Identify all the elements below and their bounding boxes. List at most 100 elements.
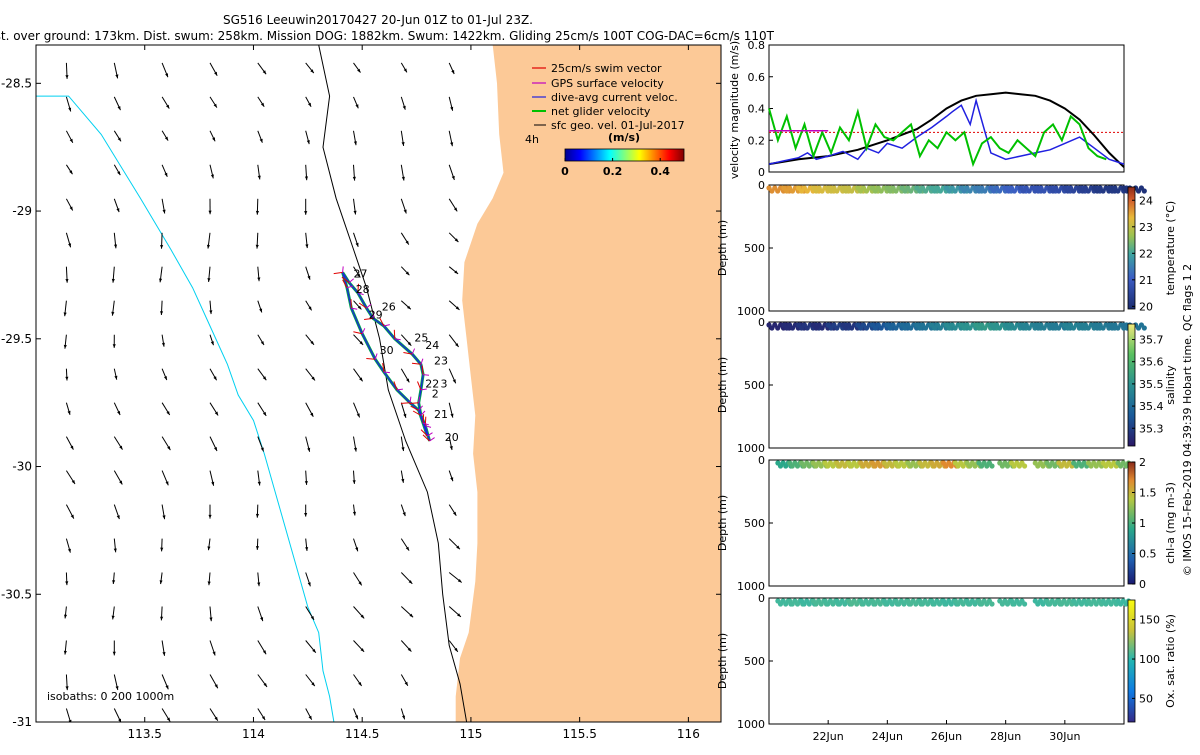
section-ylabel: Depth (m) [716,495,729,551]
swim-vector [394,330,395,339]
section-colorbar-tick-label: 35.7 [1139,334,1164,347]
map-xtick-label: 114.5 [345,727,379,741]
section-colorbar-label: chl-a (mg m-3) [1164,482,1177,564]
section-colorbar-tick-label: 35.6 [1139,356,1164,369]
section-colorbar-tick-label: 20 [1139,300,1153,313]
colorbar-tick-label: 0 [561,165,569,178]
legend-label-swim: 25cm/s swim vector [551,62,662,75]
section-colorbar-tick-label: 35.4 [1139,400,1164,413]
figure-title: SG516 Leeuwin20170427 20-Jun 01Z to 01-J… [223,13,533,27]
date-tick-label: 30Jun [1049,730,1080,743]
day-label: 2 [432,388,439,401]
section-colorbar-tick-label: 50 [1139,692,1153,705]
map-ytick-label: -30 [12,460,32,474]
section-ytick-label: 500 [744,242,765,255]
map-ytick-label: -30.5 [1,587,32,601]
section-colorbar-tick-label: 21 [1139,274,1153,287]
section-colorbar-tick-label: 35.3 [1139,422,1164,435]
legend-scale-label: 4h [525,133,539,146]
section-data-marker [989,601,994,606]
legend-label-dac: dive-avg current veloc. [551,91,678,104]
velocity-ytick-label: 0 [758,166,765,179]
section-colorbar [1128,324,1135,446]
section-ylabel: Depth (m) [716,357,729,413]
colorbar-tick-label: 0.2 [603,165,623,178]
section-ytick-label: 1000 [737,718,765,731]
isobath-note: isobaths: 0 200 1000m [47,690,174,703]
section-colorbar-tick-label: 100 [1139,653,1160,666]
section-axes [769,185,1124,311]
velocity-ytick-label: 0.4 [748,103,766,116]
gps-vector [343,266,344,272]
section-colorbar [1128,187,1135,309]
day-label: 24 [425,339,439,352]
legend-item-swim: 25cm/s swim vector [532,62,662,75]
swim-vector [401,403,410,404]
map-ytick-label: -29.5 [1,332,32,346]
section-colorbar-tick-label: 35.5 [1139,378,1164,391]
map-ytick-label: -31 [12,715,32,729]
date-tick-label: 24Jun [872,730,903,743]
day-label: 30 [380,344,394,357]
credit-text: © IMOS 15-Feb-2019 04:39:39 Hobart time.… [1181,264,1194,576]
colorbar-title: (m/s) [608,131,640,144]
section-ytick-label: 0 [758,179,765,192]
section-colorbar-tick-label: 24 [1139,194,1153,207]
section-colorbar-tick-label: 150 [1139,614,1160,627]
day-label: 28 [356,283,370,296]
section-colorbar-label: salinity [1164,365,1177,405]
map-xtick-label: 114 [242,727,265,741]
section-ylabel: Depth (m) [716,633,729,689]
velocity-ytick-label: 0.8 [748,39,766,52]
map-ytick-label: -28.5 [1,76,32,90]
legend-item-dac: dive-avg current veloc. [532,91,678,104]
map-xtick-label: 115.5 [562,727,596,741]
section-ylabel: Depth (m) [716,220,729,276]
legend-item-gps: GPS surface velocity [532,77,664,90]
section-data-marker [1142,188,1147,193]
swim-vector [366,359,375,360]
colorbar-tick-label: 0.4 [650,165,670,178]
velocity-panel: 00.20.40.60.8 velocity magnitude (m/s) [728,39,1124,179]
gps-vector [384,372,390,373]
gps-vector [423,375,429,376]
map-xtick-label: 116 [677,727,700,741]
velocity-ytick-label: 0.2 [748,134,766,147]
section-colorbar-tick-label: 1 [1139,517,1146,530]
section-colorbar-tick-label: 0.5 [1139,548,1157,561]
section-data-marker [1142,325,1147,330]
section-data-marker [1022,463,1027,468]
section-colorbar-tick-label: 0 [1139,578,1146,591]
section-colorbar-tick-label: 23 [1139,221,1153,234]
section-ytick-label: 500 [744,655,765,668]
section-ytick-label: 0 [758,316,765,329]
section-colorbar-tick-label: 1.5 [1139,487,1157,500]
day-label: 21 [434,408,448,421]
section-ytick-label: 500 [744,379,765,392]
section-data-marker [989,463,994,468]
section-colorbar-tick-label: 22 [1139,247,1153,260]
map-xtick-label: 115 [459,727,482,741]
map-xtick-label: 113.5 [128,727,162,741]
figure-subtitle: Dist. over ground: 173km. Dist. swum: 25… [0,29,775,43]
date-tick-label: 26Jun [931,730,962,743]
day-label: 20 [445,431,459,444]
day-label: 26 [382,301,396,314]
date-tick-label: 22Jun [813,730,844,743]
section-ytick-label: 0 [758,454,765,467]
swim-vector [423,414,424,423]
legend-label-net: net glider velocity [551,105,651,118]
section-colorbar [1128,600,1135,722]
date-tick-label: 28Jun [990,730,1021,743]
velocity-ylabel: velocity magnitude (m/s) [728,41,741,179]
legend-label-gps: GPS surface velocity [551,77,664,90]
map-ytick-label: -29 [12,204,32,218]
section-ytick-label: 0 [758,592,765,605]
section-ytick-label: 500 [744,517,765,530]
section-colorbar-label: temperature (°C) [1164,201,1177,295]
